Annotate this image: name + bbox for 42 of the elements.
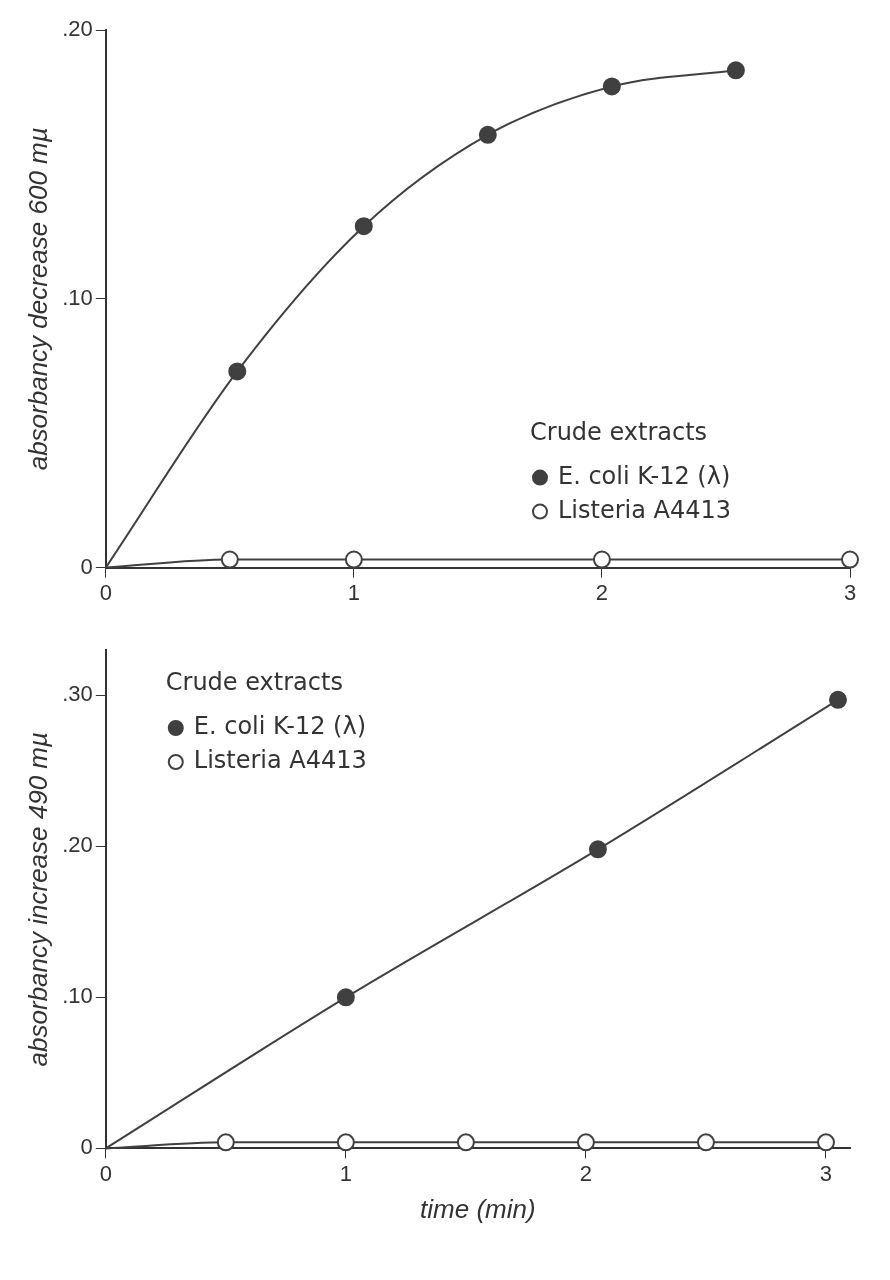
point <box>592 550 611 569</box>
point <box>841 550 859 569</box>
y-tick-label: .10 <box>62 983 93 1009</box>
point <box>456 1133 475 1152</box>
point <box>220 550 239 569</box>
y-tick-label: .20 <box>62 16 93 42</box>
y-axis-title: absorbancy increase 490 mµ <box>22 732 53 1067</box>
y-tick-label: .30 <box>62 681 93 707</box>
x-tick-label: 2 <box>595 579 609 605</box>
point <box>588 840 607 859</box>
legend-label: Listeria A4413 <box>558 495 732 524</box>
point <box>354 217 373 236</box>
x-tick-label: 0 <box>99 1160 112 1186</box>
point <box>829 690 847 709</box>
legend-label: E. coli K-12 (λ) <box>193 712 367 741</box>
point <box>696 1133 715 1152</box>
point <box>344 550 363 569</box>
point <box>576 1133 595 1152</box>
point <box>816 1133 835 1152</box>
point <box>602 77 621 96</box>
x-axis-title: time (min) <box>420 1193 536 1224</box>
point <box>336 1133 355 1152</box>
x-tick-label: 3 <box>819 1160 833 1186</box>
legend-label: E. coli K-12 (λ) <box>558 461 731 490</box>
x-tick-label: 1 <box>339 1160 352 1186</box>
legend-title: Crude extracts <box>165 668 343 697</box>
legend-label: Listeria A4413 <box>193 746 367 775</box>
point <box>336 988 355 1007</box>
legend-title: Crude extracts <box>530 417 708 446</box>
point <box>228 362 247 381</box>
x-tick-label: 3 <box>843 579 857 605</box>
y-tick-label: 0 <box>80 1134 93 1160</box>
y-axis-title: absorbancy decrease 600 mµ <box>22 127 53 471</box>
y-tick-label: 0 <box>80 553 93 579</box>
x-tick-label: 1 <box>347 579 360 605</box>
x-tick-label: 0 <box>99 579 112 605</box>
x-tick-label: 2 <box>579 1160 593 1186</box>
y-tick-label: .10 <box>62 284 93 310</box>
point <box>726 61 745 80</box>
point <box>216 1133 235 1152</box>
point <box>478 125 497 144</box>
y-tick-label: .20 <box>62 832 93 858</box>
